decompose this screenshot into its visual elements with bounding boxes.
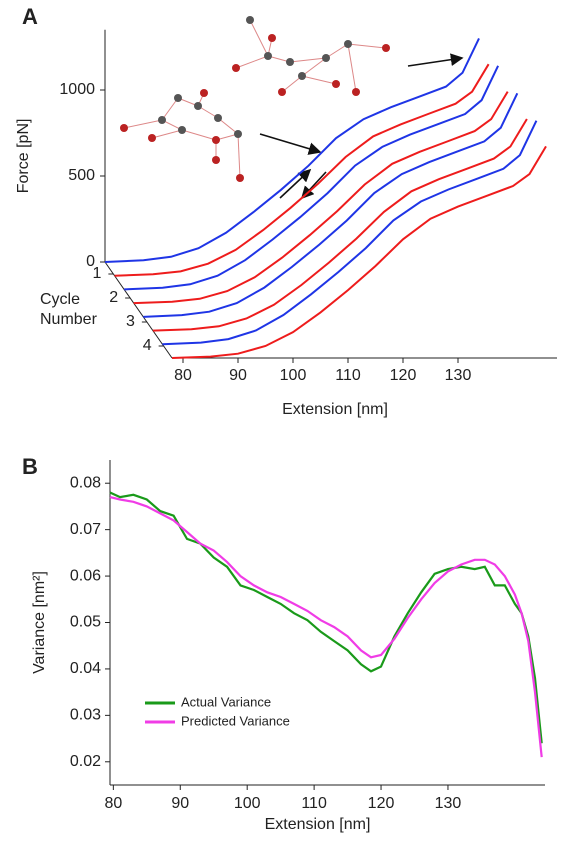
z-tick-label: 1 [92, 265, 101, 282]
x-tick-label: 130 [435, 795, 462, 812]
series-line [109, 491, 543, 744]
trace [152, 118, 528, 332]
z-tick-label: 3 [126, 313, 135, 330]
y-tick-label: 1000 [59, 81, 95, 98]
z-tick-label: 4 [143, 337, 152, 354]
y-tick-label: 500 [68, 167, 95, 184]
x-tick-label: 110 [301, 795, 327, 812]
x-axis-label: Extension [nm] [265, 816, 371, 833]
x-tick-label: 80 [174, 367, 192, 384]
y-axis-label: Variance [nm²] [31, 571, 48, 674]
y-tick-label: 0.05 [70, 614, 101, 631]
y-tick-label: 0.02 [70, 753, 101, 770]
x-tick-label: 110 [335, 367, 361, 384]
z-axis [104, 261, 173, 359]
legend-label: Actual Variance [181, 694, 271, 709]
trace [133, 91, 509, 305]
y-axis-label: Force [pN] [15, 119, 32, 194]
x-axis-label: Extension [nm] [282, 401, 388, 418]
trace [124, 65, 500, 291]
panel-label: A [22, 4, 38, 29]
x-tick-label: 90 [171, 795, 189, 812]
y-tick-label: 0 [86, 253, 95, 270]
x-tick-label: 100 [280, 367, 307, 384]
trace [143, 92, 519, 318]
y-tick-label: 0.03 [70, 707, 101, 724]
trace [162, 120, 538, 346]
z-axis-label: Cycle Number [40, 291, 97, 328]
panel-label: B [22, 454, 38, 479]
z-tick-label: 2 [109, 289, 118, 306]
x-tick-label: 100 [234, 795, 261, 812]
y-tick-label: 0.07 [70, 521, 101, 538]
x-tick-label: 120 [390, 367, 417, 384]
x-tick-label: 80 [104, 795, 122, 812]
x-tick-label: 90 [229, 367, 247, 384]
x-tick-label: 120 [368, 795, 395, 812]
trace [114, 63, 490, 277]
decoration [120, 16, 464, 200]
legend-label: Predicted Variance [181, 713, 290, 728]
series-line [109, 496, 543, 758]
trace [104, 37, 480, 263]
y-tick-label: 0.06 [70, 567, 101, 584]
y-tick-label: 0.08 [70, 474, 101, 491]
y-tick-label: 0.04 [70, 660, 101, 677]
x-tick-label: 130 [445, 367, 472, 384]
trace [171, 145, 547, 359]
